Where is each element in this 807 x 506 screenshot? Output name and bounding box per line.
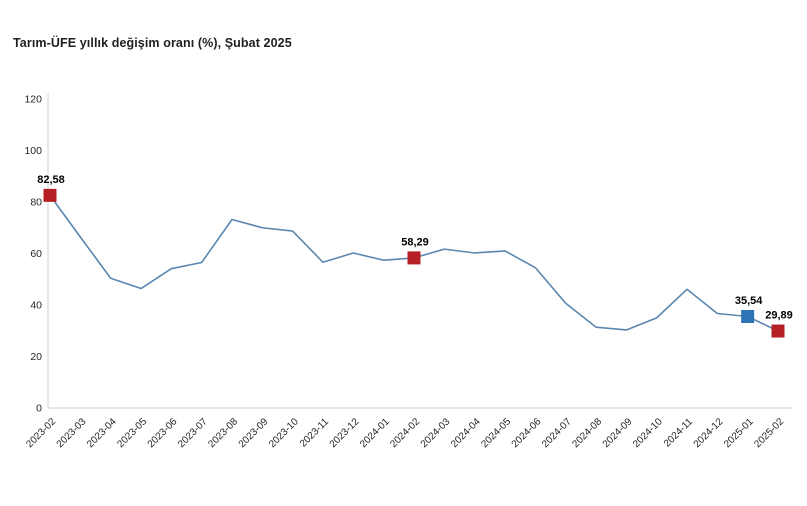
x-axis-tick-label: 2024-09 bbox=[601, 416, 635, 450]
x-axis-tick-label: 2024-07 bbox=[540, 416, 574, 450]
x-axis-tick-label: 2024-05 bbox=[479, 416, 513, 450]
data-point-label: 35,54 bbox=[735, 295, 763, 307]
x-axis-tick-label: 2024-12 bbox=[692, 416, 726, 450]
x-axis-tick-label: 2023-10 bbox=[267, 416, 301, 450]
x-axis-tick-label: 2024-08 bbox=[570, 416, 604, 450]
x-axis-tick-label: 2023-12 bbox=[328, 416, 362, 450]
x-axis-tick-label: 2024-04 bbox=[449, 416, 483, 450]
x-axis-tick-label: 2023-02 bbox=[24, 416, 58, 450]
data-point-label: 29,89 bbox=[765, 310, 793, 322]
y-axis-tick-label: 20 bbox=[30, 351, 42, 363]
x-axis-tick-label: 2023-05 bbox=[115, 416, 149, 450]
chart-title: Tarım-ÜFE yıllık değişim oranı (%), Şuba… bbox=[13, 36, 292, 50]
x-axis-tick-label: 2024-11 bbox=[662, 416, 696, 450]
x-axis-tick-label: 2023-06 bbox=[146, 416, 180, 450]
x-axis-tick-label: 2023-07 bbox=[176, 416, 210, 450]
y-axis-tick-label: 100 bbox=[24, 145, 42, 157]
data-point-marker bbox=[771, 324, 785, 338]
data-point-marker bbox=[407, 251, 421, 265]
y-axis-tick-label: 40 bbox=[30, 300, 42, 312]
x-axis-tick-label: 2024-01 bbox=[358, 416, 392, 450]
x-axis-tick-label: 2024-06 bbox=[510, 416, 544, 450]
x-axis-tick-label: 2025-02 bbox=[752, 416, 786, 450]
data-point-label: 58,29 bbox=[401, 236, 429, 248]
data-point-label: 82,58 bbox=[37, 174, 65, 186]
y-axis-tick-label: 0 bbox=[36, 403, 42, 415]
x-axis-tick-label: 2023-03 bbox=[55, 416, 89, 450]
x-axis-tick-label: 2023-08 bbox=[206, 416, 240, 450]
x-axis-tick-label: 2024-03 bbox=[419, 416, 453, 450]
data-point-marker bbox=[741, 309, 755, 323]
y-axis-tick-label: 120 bbox=[24, 94, 42, 106]
y-axis-tick-label: 80 bbox=[30, 197, 42, 209]
x-axis-tick-label: 2024-02 bbox=[388, 416, 422, 450]
x-axis-tick-label: 2023-04 bbox=[85, 416, 119, 450]
data-point-marker bbox=[43, 188, 57, 202]
x-axis-tick-label: 2023-09 bbox=[237, 416, 271, 450]
y-axis-tick-label: 60 bbox=[30, 248, 42, 260]
x-axis-tick-label: 2023-11 bbox=[298, 416, 332, 450]
x-axis-tick-label: 2025-01 bbox=[722, 416, 756, 450]
x-axis-tick-label: 2024-10 bbox=[631, 416, 665, 450]
